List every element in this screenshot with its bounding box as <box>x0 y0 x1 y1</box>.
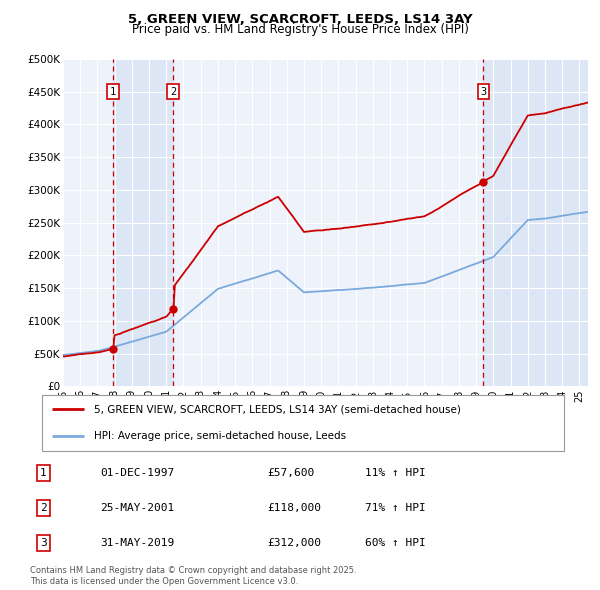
Text: HPI: Average price, semi-detached house, Leeds: HPI: Average price, semi-detached house,… <box>94 431 346 441</box>
Text: 2: 2 <box>40 503 47 513</box>
Text: 2: 2 <box>170 87 176 97</box>
Text: 60% ↑ HPI: 60% ↑ HPI <box>365 538 425 548</box>
Text: 3: 3 <box>480 87 487 97</box>
Text: £312,000: £312,000 <box>268 538 322 548</box>
Text: 1: 1 <box>40 468 47 478</box>
Text: Contains HM Land Registry data © Crown copyright and database right 2025.
This d: Contains HM Land Registry data © Crown c… <box>30 566 356 586</box>
Text: 1: 1 <box>110 87 116 97</box>
FancyBboxPatch shape <box>42 395 564 451</box>
Text: 01-DEC-1997: 01-DEC-1997 <box>100 468 175 478</box>
Text: 5, GREEN VIEW, SCARCROFT, LEEDS, LS14 3AY: 5, GREEN VIEW, SCARCROFT, LEEDS, LS14 3A… <box>128 13 472 26</box>
Text: 71% ↑ HPI: 71% ↑ HPI <box>365 503 425 513</box>
Text: 11% ↑ HPI: 11% ↑ HPI <box>365 468 425 478</box>
Text: Price paid vs. HM Land Registry's House Price Index (HPI): Price paid vs. HM Land Registry's House … <box>131 23 469 36</box>
Text: 3: 3 <box>40 538 47 548</box>
Bar <box>113 59 173 386</box>
Text: £57,600: £57,600 <box>268 468 315 478</box>
Bar <box>483 59 588 386</box>
Text: 5, GREEN VIEW, SCARCROFT, LEEDS, LS14 3AY (semi-detached house): 5, GREEN VIEW, SCARCROFT, LEEDS, LS14 3A… <box>94 404 461 414</box>
Text: 25-MAY-2001: 25-MAY-2001 <box>100 503 175 513</box>
Text: £118,000: £118,000 <box>268 503 322 513</box>
Text: 31-MAY-2019: 31-MAY-2019 <box>100 538 175 548</box>
